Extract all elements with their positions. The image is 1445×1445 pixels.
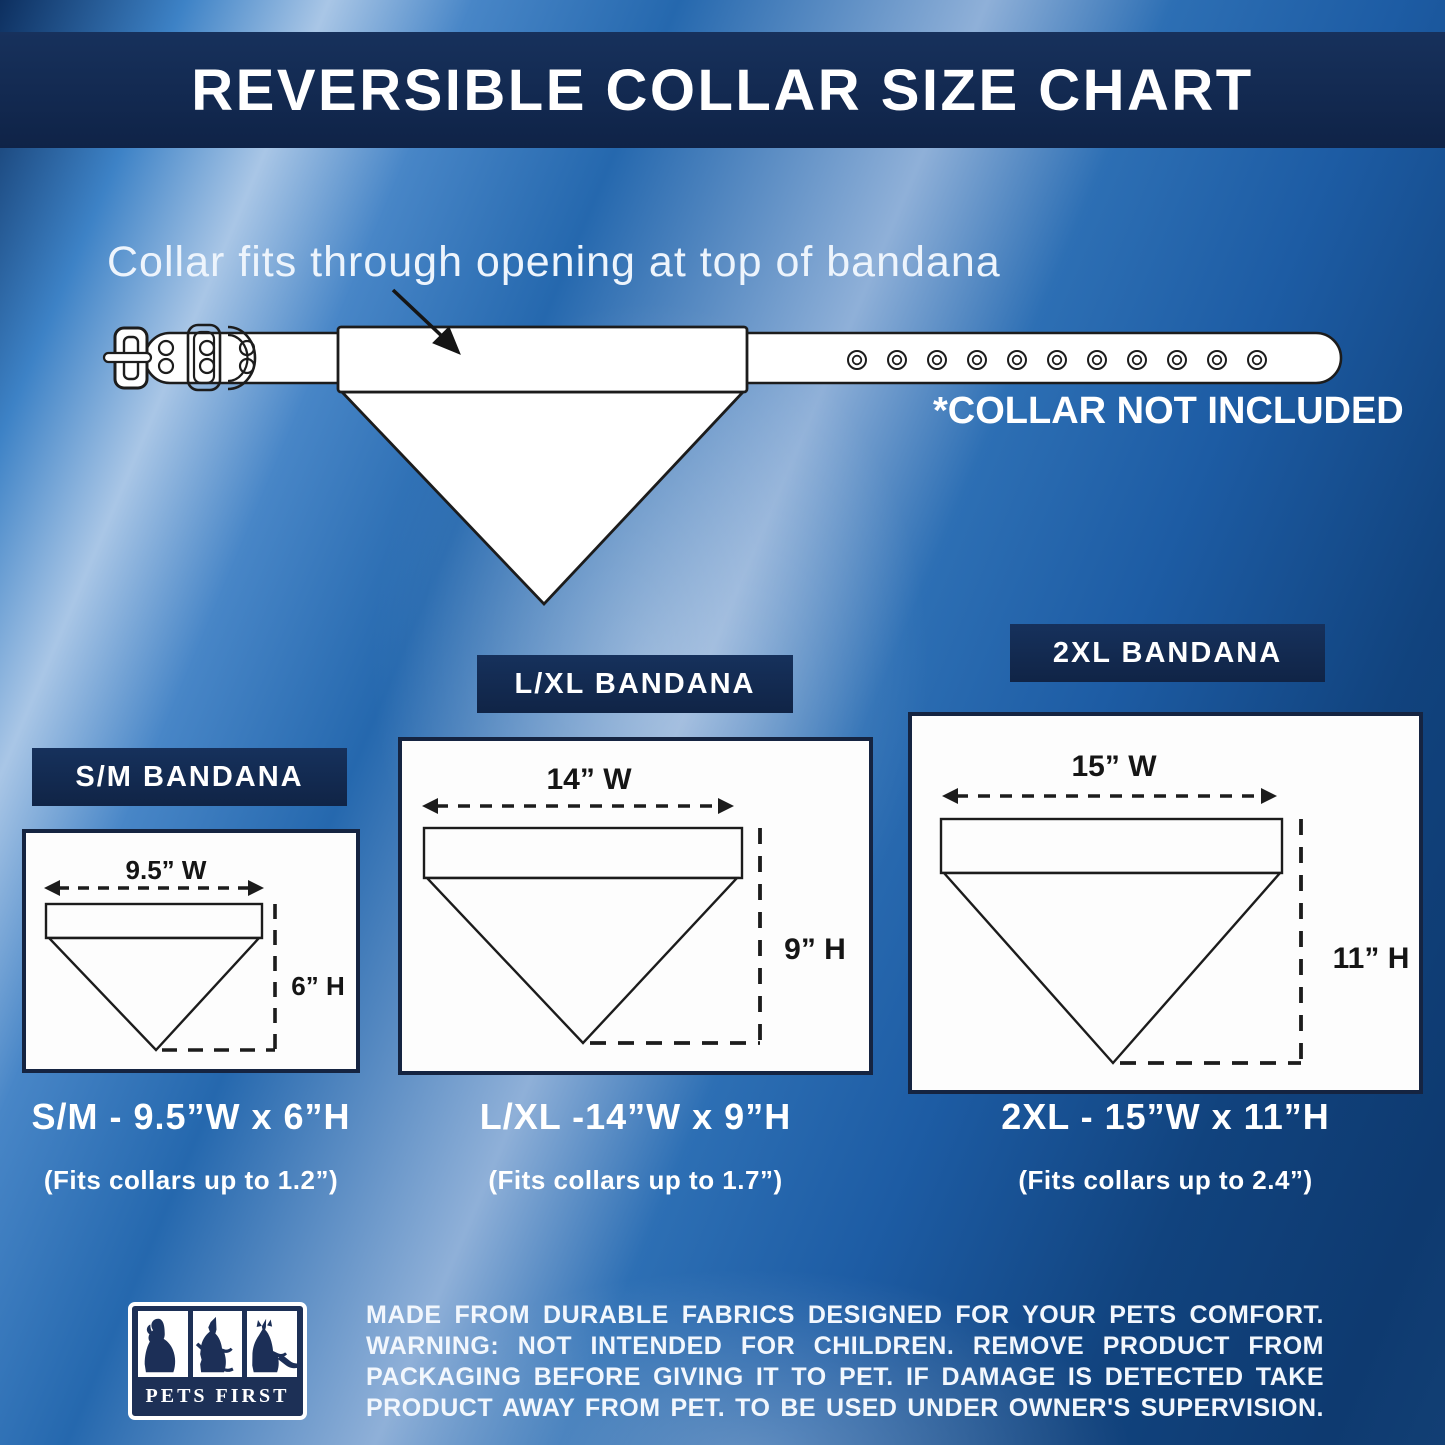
caption-sm: S/M - 9.5”W x 6”H (Fits collars up to 1.…	[22, 1096, 360, 1196]
panel-sm: 9.5” W 6” H	[22, 829, 360, 1073]
label-lxl-bandana: L/XL BANDANA	[477, 655, 793, 713]
disclaimer-line-2: WARNING: NOT INTENDED FOR CHILDREN. REMO…	[366, 1332, 1324, 1360]
disclaimer-line-4: PRODUCT AWAY FROM PET. TO BE USED UNDER …	[366, 1394, 1324, 1422]
caption-sm-fit: (Fits collars up to 1.2”)	[43, 1165, 339, 1195]
disclaimer-block: MADE FROM DURABLE FABRICS DESIGNED FOR Y…	[366, 1300, 1324, 1424]
shepherd-dog-icon	[252, 1318, 304, 1373]
caption-sm-size: S/M - 9.5”W x 6”H	[31, 1096, 351, 1137]
dog-silhouette-1	[138, 1311, 188, 1377]
collar-not-included-note: *COLLAR NOT INCLUDED	[933, 390, 1404, 432]
label-2xl-text: 2XL BANDANA	[1052, 636, 1283, 669]
collar-opening-caption: Collar fits through opening at top of ba…	[107, 238, 1001, 286]
collar-illustration	[102, 288, 1343, 607]
collar-eyelets	[847, 350, 1267, 370]
keeper-loop-inner	[192, 330, 216, 385]
begging-dog-icon	[195, 1316, 234, 1373]
caption-2xl-fit: (Fits collars up to 2.4”)	[1018, 1165, 1313, 1195]
diagram-lxl	[422, 798, 762, 1045]
pointer-arrow	[391, 288, 461, 355]
label-lxl-text: L/XL BANDANA	[514, 667, 756, 700]
label-sm-text: S/M BANDANA	[75, 760, 304, 793]
dim-width-2xl: 15” W	[1071, 750, 1157, 783]
diagram-2xl	[939, 788, 1303, 1065]
dim-width-sm: 9.5” W	[125, 855, 207, 885]
disclaimer-line-1: MADE FROM DURABLE FABRICS DESIGNED FOR Y…	[366, 1301, 1324, 1329]
title-band: REVERSIBLE COLLAR SIZE CHART	[0, 32, 1445, 148]
d-ring-inner	[227, 333, 249, 383]
d-ring-outer	[227, 325, 257, 391]
caption-lxl: L/XL -14”W x 9”H (Fits collars up to 1.7…	[398, 1096, 873, 1196]
logo-brand-text: PETS FIRST	[145, 1384, 290, 1407]
diagram-sm	[44, 880, 277, 1052]
disclaimer-line-3: PACKAGING BEFORE GIVING IT TO PET. IF DA…	[366, 1363, 1324, 1391]
logo-dog-boxes	[138, 1311, 304, 1377]
label-sm-bandana: S/M BANDANA	[32, 748, 347, 806]
dim-height-sm: 6” H	[291, 971, 345, 1001]
panel-2xl: 15” W 11” H	[908, 712, 1423, 1094]
caption-lxl-size: L/XL -14”W x 9”H	[479, 1096, 792, 1137]
bandana-triangle	[338, 390, 747, 607]
dog-silhouette-2	[192, 1311, 243, 1377]
pets-first-logo: PETS FIRST	[128, 1302, 307, 1420]
page-title: REVERSIBLE COLLAR SIZE CHART	[191, 57, 1254, 123]
buckle-prong	[102, 351, 153, 364]
dim-width-lxl: 14” W	[546, 763, 632, 796]
label-2xl-bandana: 2XL BANDANA	[1010, 624, 1325, 682]
dog-silhouette-3	[247, 1311, 304, 1377]
panel-lxl: 14” W 9” H	[398, 737, 873, 1075]
dim-height-lxl: 9” H	[784, 933, 846, 966]
keeper-loop-outer	[186, 323, 222, 392]
caption-lxl-fit: (Fits collars up to 1.7”)	[488, 1165, 783, 1195]
bandana-sleeve	[336, 325, 749, 394]
dim-height-2xl: 11” H	[1332, 942, 1410, 975]
caption-2xl-size: 2XL - 15”W x 11”H	[1001, 1096, 1330, 1137]
sitting-dog-icon	[144, 1318, 176, 1373]
collar-buckle	[102, 323, 257, 392]
caption-2xl: 2XL - 15”W x 11”H (Fits collars up to 2.…	[908, 1096, 1423, 1196]
